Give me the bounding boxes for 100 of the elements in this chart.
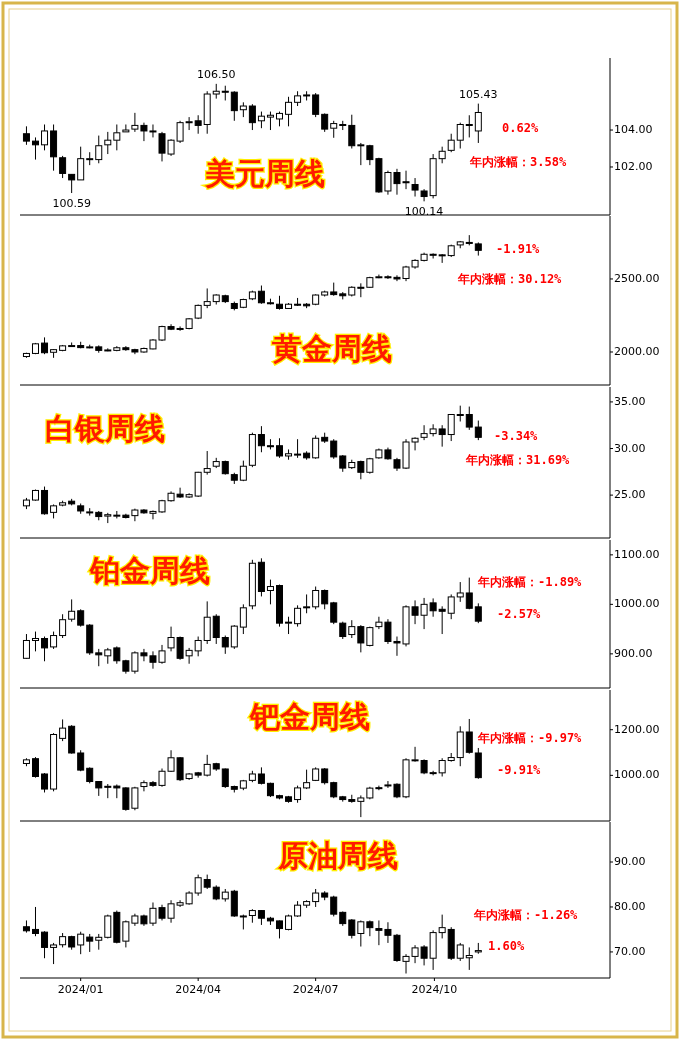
candlestick <box>230 624 238 650</box>
candlestick <box>194 471 202 498</box>
y-tick-label: 104.00 <box>614 123 653 137</box>
candlestick <box>248 103 256 131</box>
text: 美元周线 <box>204 155 325 191</box>
candlestick <box>203 287 211 309</box>
candlestick <box>68 598 76 623</box>
candlestick <box>438 757 446 777</box>
candlestick <box>221 768 229 789</box>
x-tick-label: 2024/04 <box>175 983 222 996</box>
annotation: 年内涨幅：31.69% <box>465 452 571 467</box>
annotation: 年内涨幅：3.58% <box>469 154 567 169</box>
candlestick <box>22 125 30 146</box>
candlestick <box>257 285 265 305</box>
y-tick-label: 30.00 <box>614 441 646 455</box>
candlestick <box>456 581 464 603</box>
candlestick <box>348 114 356 150</box>
candlestick <box>50 942 58 965</box>
annotation: 年内涨幅：-9.97% <box>477 730 583 745</box>
y-tick-label: 1100.00 <box>614 547 660 561</box>
candlestick <box>312 586 320 610</box>
candlestick <box>221 635 229 655</box>
annotation: 100.59 <box>52 197 91 211</box>
annotation: 0.62% <box>502 120 539 135</box>
candlestick <box>31 136 39 161</box>
y-tick-label: 900.00 <box>614 646 653 660</box>
candlestick <box>357 142 365 166</box>
candlestick <box>68 173 76 194</box>
candlestick <box>447 413 455 442</box>
y-tick-label: 35.00 <box>614 394 646 408</box>
candlestick <box>357 624 365 653</box>
candlestick <box>348 918 356 939</box>
candlestick <box>321 112 329 133</box>
candlestick <box>77 931 85 955</box>
annotation: 100.14 <box>404 205 444 219</box>
annotation: -9.91% <box>497 762 542 777</box>
x-tick-label: 2024/10 <box>411 983 458 996</box>
text: 白银周线 <box>45 410 165 446</box>
text: 铂金周线 <box>88 552 210 588</box>
candlestick <box>59 613 67 639</box>
annotation: -2.57% <box>497 606 542 621</box>
y-tick-label: 80.00 <box>614 899 646 913</box>
candlestick <box>474 420 482 441</box>
y-tick-label: 25.00 <box>614 488 646 502</box>
annotation: 105.43 <box>459 87 498 101</box>
candlestick <box>294 604 302 628</box>
candlestick <box>447 133 455 153</box>
candlestick <box>59 718 67 742</box>
candlestick <box>203 600 211 645</box>
annotation: 106.50 <box>196 67 236 81</box>
candlestick <box>465 718 473 755</box>
candlestick <box>438 605 446 635</box>
y-tick-label: 90.00 <box>614 855 646 869</box>
candlestick <box>41 486 49 516</box>
candlestick <box>465 946 473 971</box>
candlestick <box>212 613 220 645</box>
candlestick <box>22 633 30 660</box>
candlestick <box>257 425 265 453</box>
candlestick <box>357 794 365 818</box>
annotation: 年内涨幅：-1.26% <box>473 907 579 922</box>
candlestick <box>31 906 39 937</box>
candlestick <box>285 96 293 127</box>
annotation: 1.60% <box>488 938 525 953</box>
candlestick <box>465 577 473 610</box>
candlestick <box>474 103 482 144</box>
candlestick <box>113 123 121 151</box>
candlestick <box>266 579 274 605</box>
candlestick <box>41 930 49 959</box>
annotation: -3.34% <box>494 428 539 443</box>
candlestick <box>465 406 473 431</box>
y-tick-label: 70.00 <box>614 944 646 958</box>
candlestick <box>203 450 211 476</box>
candlestick <box>330 438 338 460</box>
candlestick <box>294 438 302 459</box>
candlestick <box>31 756 39 779</box>
candlestick <box>77 146 85 181</box>
candlestick <box>312 434 320 460</box>
annotation: 年内涨幅：-1.89% <box>477 574 583 589</box>
candlestick <box>239 603 247 635</box>
candlestick <box>41 123 49 151</box>
y-tick-label: 2500.00 <box>614 271 660 285</box>
candlestick <box>303 593 311 614</box>
candlestick <box>357 919 365 948</box>
candlestick <box>474 602 482 624</box>
y-tick-label: 102.00 <box>614 159 653 173</box>
candlestick <box>366 919 374 937</box>
text: 原油周线 <box>277 837 398 873</box>
candlestick <box>312 92 320 118</box>
candlestick <box>230 90 238 122</box>
candlestick <box>465 114 473 138</box>
chart-title: 钯金周线 <box>248 698 370 734</box>
candlestick <box>266 111 274 131</box>
candlestick <box>456 122 464 150</box>
candlestick <box>194 636 202 657</box>
candlestick <box>41 636 49 662</box>
y-tick-label: 1000.00 <box>614 597 660 611</box>
candlestick <box>438 424 446 448</box>
candlestick <box>447 593 455 620</box>
candlestick <box>438 914 446 939</box>
candlestick <box>31 631 39 652</box>
